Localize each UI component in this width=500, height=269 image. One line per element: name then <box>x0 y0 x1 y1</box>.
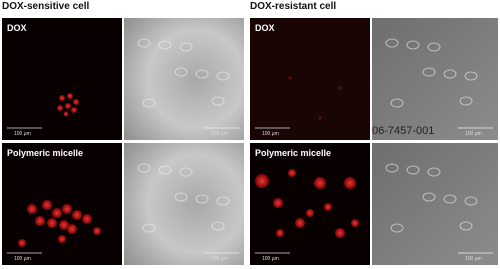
cell-outline <box>142 223 156 233</box>
cell-signal <box>314 177 326 189</box>
brightfield-image <box>124 143 244 265</box>
watermark: 06-7457-001 <box>372 125 434 137</box>
cell-outline <box>195 69 209 79</box>
cell-signal <box>82 214 92 224</box>
cell-outline <box>211 221 225 231</box>
scale-bar-label: 100 µm <box>262 256 279 262</box>
cell-outline <box>422 192 436 202</box>
cell-outline <box>422 67 436 77</box>
cell-outline <box>385 163 399 173</box>
cell-outline <box>179 167 193 177</box>
cell-outline <box>174 67 188 77</box>
cell-signal <box>324 203 332 211</box>
cell-signal <box>295 218 305 228</box>
cell-outline <box>443 69 457 79</box>
cell-outline <box>216 196 230 206</box>
cell-outline <box>406 165 420 175</box>
cell-outline <box>137 163 151 173</box>
cell-signal <box>65 103 71 109</box>
cell-signal <box>58 235 66 243</box>
scale-bar-label: 100 µm <box>211 256 228 262</box>
brightfield-image <box>372 143 498 265</box>
cell-signal <box>351 219 359 227</box>
cell-signal <box>67 224 77 234</box>
cell-signal <box>59 95 65 101</box>
cell-signal <box>71 107 77 113</box>
cell-outline <box>142 98 156 108</box>
cell-outline <box>137 38 151 48</box>
cell-outline <box>406 40 420 50</box>
scale-bar-label: 100 µm <box>14 131 31 137</box>
cell-outline <box>211 96 225 106</box>
cell-outline <box>195 194 209 204</box>
cell-outline <box>427 167 441 177</box>
cell-signal <box>288 76 292 80</box>
cell-signal <box>93 227 101 235</box>
cell-signal <box>27 204 37 214</box>
cell-signal <box>335 228 345 238</box>
panel-label: DOX <box>7 23 27 33</box>
cell-signal <box>52 208 62 218</box>
scale-bar-label: 100 µm <box>465 131 482 137</box>
column-heading: DOX-sensitive cell <box>2 1 89 12</box>
scale-bar-label: 100 µm <box>14 256 31 262</box>
cell-signal <box>59 220 69 230</box>
cell-outline <box>158 40 172 50</box>
fluorescence-image <box>250 143 370 265</box>
cell-outline <box>427 42 441 52</box>
cell-signal <box>276 229 284 237</box>
cell-outline <box>459 96 473 106</box>
cell-signal <box>73 99 79 105</box>
cell-outline <box>174 192 188 202</box>
panel-label: Polymeric micelle <box>7 148 83 158</box>
cell-outline <box>216 71 230 81</box>
cell-outline <box>459 221 473 231</box>
cell-outline <box>179 42 193 52</box>
cell-signal <box>57 105 63 111</box>
cell-signal <box>67 93 73 99</box>
cell-outline <box>390 98 404 108</box>
cell-outline <box>464 71 478 81</box>
cell-signal <box>318 116 322 120</box>
cell-signal <box>338 86 342 90</box>
scale-bar-label: 100 µm <box>262 131 279 137</box>
fluorescence-image <box>250 18 370 140</box>
fluorescence-image <box>2 18 122 140</box>
fluorescence-image <box>2 143 122 265</box>
cell-signal <box>35 216 45 226</box>
cell-signal <box>63 111 69 117</box>
cell-outline <box>443 194 457 204</box>
scale-bar-label: 100 µm <box>465 256 482 262</box>
cell-signal <box>255 174 269 188</box>
cell-outline <box>390 223 404 233</box>
cell-signal <box>344 177 356 189</box>
brightfield-image <box>124 18 244 140</box>
panel-label: DOX <box>255 23 275 33</box>
cell-signal <box>47 218 57 228</box>
cell-outline <box>385 38 399 48</box>
panel-label: Polymeric micelle <box>255 148 331 158</box>
cell-signal <box>72 210 82 220</box>
cell-signal <box>42 200 52 210</box>
brightfield-image <box>372 18 498 140</box>
scale-bar-label: 100 µm <box>211 131 228 137</box>
column-heading: DOX-resistant cell <box>250 1 336 12</box>
cell-outline <box>158 165 172 175</box>
cell-signal <box>288 169 296 177</box>
cell-signal <box>62 204 72 214</box>
cell-signal <box>306 209 314 217</box>
cell-signal <box>18 239 26 247</box>
cell-outline <box>464 196 478 206</box>
cell-signal <box>273 198 283 208</box>
